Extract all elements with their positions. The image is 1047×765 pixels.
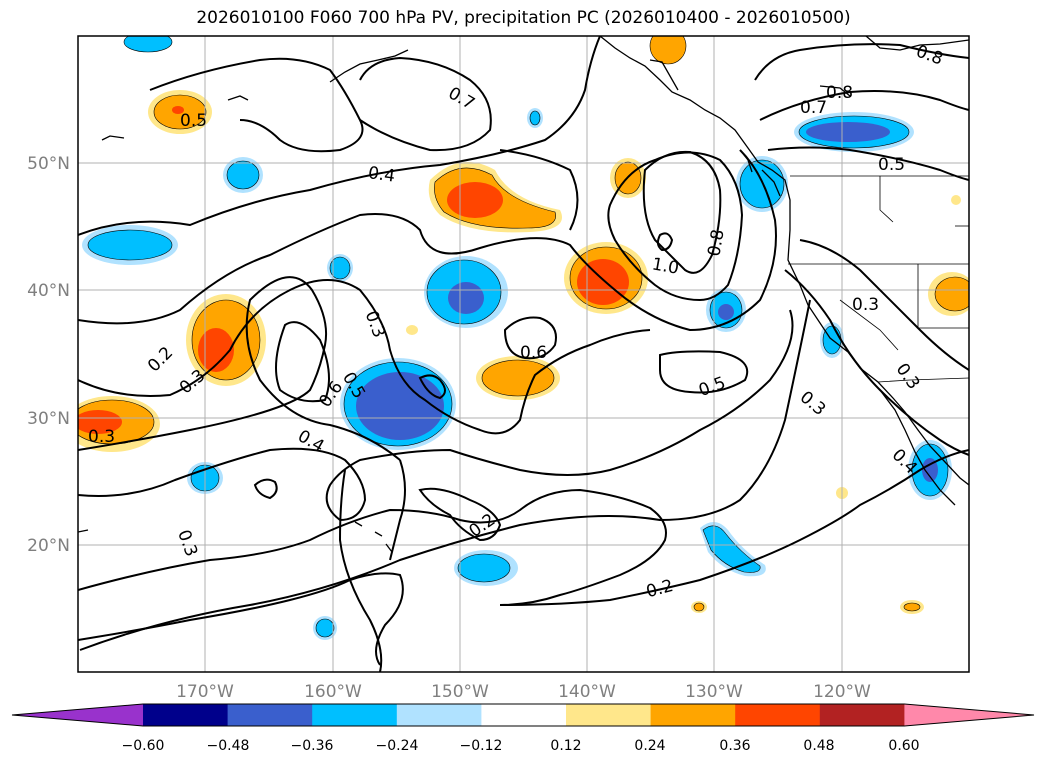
lat-label: 20°N <box>27 536 70 556</box>
colorbar-tick-label: −0.12 <box>460 738 503 754</box>
negative-anomaly-blob <box>794 112 914 152</box>
colorbar-segment <box>143 704 229 726</box>
lon-label: 160°W <box>304 682 362 702</box>
lon-label: 170°W <box>176 682 234 702</box>
colorbar-tick-label: 0.36 <box>719 738 750 754</box>
colorbar-tick-label: 0.60 <box>888 738 919 754</box>
colorbar-segment <box>227 704 313 726</box>
political-borders <box>788 175 969 383</box>
map-title: 2026010100 F060 700 hPa PV, precipitatio… <box>196 8 851 28</box>
colorbar-segment <box>481 704 567 726</box>
colorbar <box>11 703 1035 727</box>
positive-anomaly-blob <box>78 396 160 452</box>
longitude-labels: 170°W 160°W 150°W 140°W 130°W 120°W <box>176 682 871 702</box>
colorbar-tick-label: −0.36 <box>291 738 334 754</box>
lat-label: 40°N <box>27 281 70 301</box>
colorbar-extend-min <box>12 704 143 726</box>
positive-anomaly-blob <box>649 36 687 65</box>
lat-lon-grid <box>78 36 969 672</box>
contour-label: 0.5 <box>878 155 905 175</box>
colorbar-segment <box>819 704 905 726</box>
latitude-labels: 50°N 40°N 30°N 20°N <box>27 154 70 556</box>
pv-contours <box>78 36 969 672</box>
colorbar-extend-max <box>904 704 1034 726</box>
contour-label: 1.0 <box>650 254 680 278</box>
lon-label: 150°W <box>431 682 489 702</box>
contour-label: 0.6 <box>520 343 547 363</box>
colorbar-tick-label: −0.24 <box>376 738 419 754</box>
contour-label: 0.7 <box>800 98 827 118</box>
positive-anomaly-blob <box>564 242 648 314</box>
negative-anomaly-blob <box>736 156 788 212</box>
colorbar-outline <box>11 703 1035 727</box>
colorbar-segment <box>566 704 652 726</box>
map-frame <box>77 35 970 673</box>
colorbar-segment <box>396 704 482 726</box>
colorbar-tick-labels: −0.60 −0.48 −0.36 −0.24 −0.12 0.12 0.24 … <box>122 738 920 754</box>
positive-anomaly-blob <box>148 90 212 134</box>
negative-anomaly-blob <box>454 550 518 586</box>
contour-label: 0.3 <box>88 427 115 447</box>
colorbar-segment <box>312 704 398 726</box>
colorbar-tick-label: −0.48 <box>207 738 250 754</box>
negative-anomaly-blob <box>908 440 952 500</box>
lon-label: 140°W <box>558 682 616 702</box>
lat-label: 30°N <box>27 409 70 429</box>
lat-label: 50°N <box>27 154 70 174</box>
positive-anomaly-blob <box>428 162 562 233</box>
positive-anomaly-blob <box>186 294 266 386</box>
contour-label: 0.8 <box>704 228 728 258</box>
positive-anomaly-blob <box>928 272 969 316</box>
colorbar-tick-label: 0.24 <box>634 738 665 754</box>
colorbar-tick-label: 0.48 <box>803 738 834 754</box>
colorbar-segment <box>650 704 736 726</box>
colorbar-tick-label: −0.60 <box>122 738 165 754</box>
contour-label: 0.4 <box>367 163 397 187</box>
negative-anomaly-blob <box>340 358 456 450</box>
contour-label: 0.3 <box>852 295 879 315</box>
negative-anomaly-blob <box>424 256 508 328</box>
negative-anomaly-blob <box>706 288 746 332</box>
map-panel: 0.7 0.8 0.8 0.7 0.5 0.5 0.4 0.8 1.0 0.3 … <box>78 36 969 672</box>
lon-label: 130°W <box>685 682 743 702</box>
lon-label: 120°W <box>813 682 871 702</box>
negative-anomaly-blob <box>82 225 178 265</box>
positive-anomaly-blob <box>476 356 560 400</box>
colorbar-segment <box>735 704 821 726</box>
contour-label: 0.8 <box>826 83 853 103</box>
colorbar-tick-label: 0.12 <box>550 738 581 754</box>
contour-label: 0.5 <box>180 111 207 131</box>
